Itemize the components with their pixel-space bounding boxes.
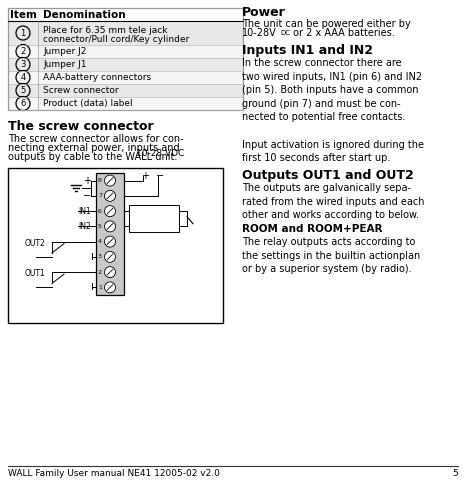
Text: 5: 5 <box>452 469 458 478</box>
Text: IN1: IN1 <box>78 207 91 215</box>
Circle shape <box>104 267 116 278</box>
Text: ROOM and ROOM+PEAR: ROOM and ROOM+PEAR <box>242 224 383 234</box>
Text: 10-28V: 10-28V <box>242 28 277 38</box>
Text: The relay outputs acts according to
the settings in the builtin actionplan
or by: The relay outputs acts according to the … <box>242 237 420 274</box>
Text: 10-28 VDC: 10-28 VDC <box>136 149 184 158</box>
Text: Denomination: Denomination <box>43 10 126 20</box>
Text: 5: 5 <box>21 86 26 95</box>
Text: Power: Power <box>242 6 286 19</box>
Text: AAA-battery connectors: AAA-battery connectors <box>43 73 151 82</box>
Bar <box>96 173 124 295</box>
Text: DC: DC <box>280 30 290 36</box>
Circle shape <box>104 282 116 293</box>
Bar <box>8 45 243 58</box>
Bar <box>8 21 243 45</box>
Text: Product (data) label: Product (data) label <box>43 99 133 108</box>
Bar <box>8 71 243 84</box>
Text: Jumper J1: Jumper J1 <box>43 60 87 69</box>
Text: Jumper J2: Jumper J2 <box>43 47 86 56</box>
Text: necting external power, inputs and: necting external power, inputs and <box>8 143 179 153</box>
Text: In the screw connector there are
two wired inputs, IN1 (pin 6) and IN2
(pin 5). : In the screw connector there are two wir… <box>242 58 424 163</box>
Circle shape <box>104 221 116 232</box>
Text: +: + <box>83 176 91 185</box>
Text: OUT2: OUT2 <box>24 239 45 248</box>
Text: The outputs are galvanically sepa-
rated from the wired inputs and each
other an: The outputs are galvanically sepa- rated… <box>242 183 425 220</box>
Text: IN2: IN2 <box>78 222 91 231</box>
Text: 2: 2 <box>21 47 26 56</box>
Text: 2: 2 <box>98 270 102 275</box>
Text: outputs by cable to the WALL unit.: outputs by cable to the WALL unit. <box>8 152 178 162</box>
Circle shape <box>104 190 116 201</box>
Text: −: − <box>83 191 91 201</box>
Bar <box>8 8 243 110</box>
Text: 3: 3 <box>21 60 26 69</box>
Text: 4: 4 <box>21 73 26 82</box>
Circle shape <box>104 251 116 262</box>
Bar <box>8 58 243 71</box>
Bar <box>8 97 243 110</box>
Text: 8: 8 <box>98 178 102 183</box>
Text: 1: 1 <box>98 285 102 290</box>
Text: Outputs OUT1 and OUT2: Outputs OUT1 and OUT2 <box>242 169 414 182</box>
Text: Screw connector: Screw connector <box>43 86 119 95</box>
Bar <box>8 84 243 97</box>
Text: −: − <box>156 171 164 181</box>
Text: 1: 1 <box>21 28 26 38</box>
Text: connector/Pull cord/Key cylinder: connector/Pull cord/Key cylinder <box>43 35 189 44</box>
Text: 6: 6 <box>98 209 102 213</box>
Text: The screw connector allows for con-: The screw connector allows for con- <box>8 134 184 144</box>
Bar <box>129 205 179 232</box>
Text: or 2 x AAA batteries.: or 2 x AAA batteries. <box>290 28 395 38</box>
Text: The unit can be powered either by: The unit can be powered either by <box>242 19 411 29</box>
Text: 7: 7 <box>98 193 102 199</box>
Text: Place for 6.35 mm tele jack: Place for 6.35 mm tele jack <box>43 26 167 35</box>
Text: 5: 5 <box>98 224 102 229</box>
Text: OUT1: OUT1 <box>24 269 45 278</box>
Text: 4: 4 <box>98 239 102 244</box>
Circle shape <box>104 206 116 216</box>
Circle shape <box>104 175 116 186</box>
Text: 6: 6 <box>21 99 26 108</box>
Text: Inputs IN1 and IN2: Inputs IN1 and IN2 <box>242 44 373 57</box>
Text: +: + <box>141 171 149 181</box>
Bar <box>8 168 223 323</box>
Text: Item: Item <box>10 10 37 20</box>
Text: WALL Family User manual NE41 12005-02 v2.0: WALL Family User manual NE41 12005-02 v2… <box>8 469 220 478</box>
Text: The screw connector: The screw connector <box>8 120 154 133</box>
Text: 3: 3 <box>98 255 102 259</box>
Circle shape <box>104 236 116 247</box>
